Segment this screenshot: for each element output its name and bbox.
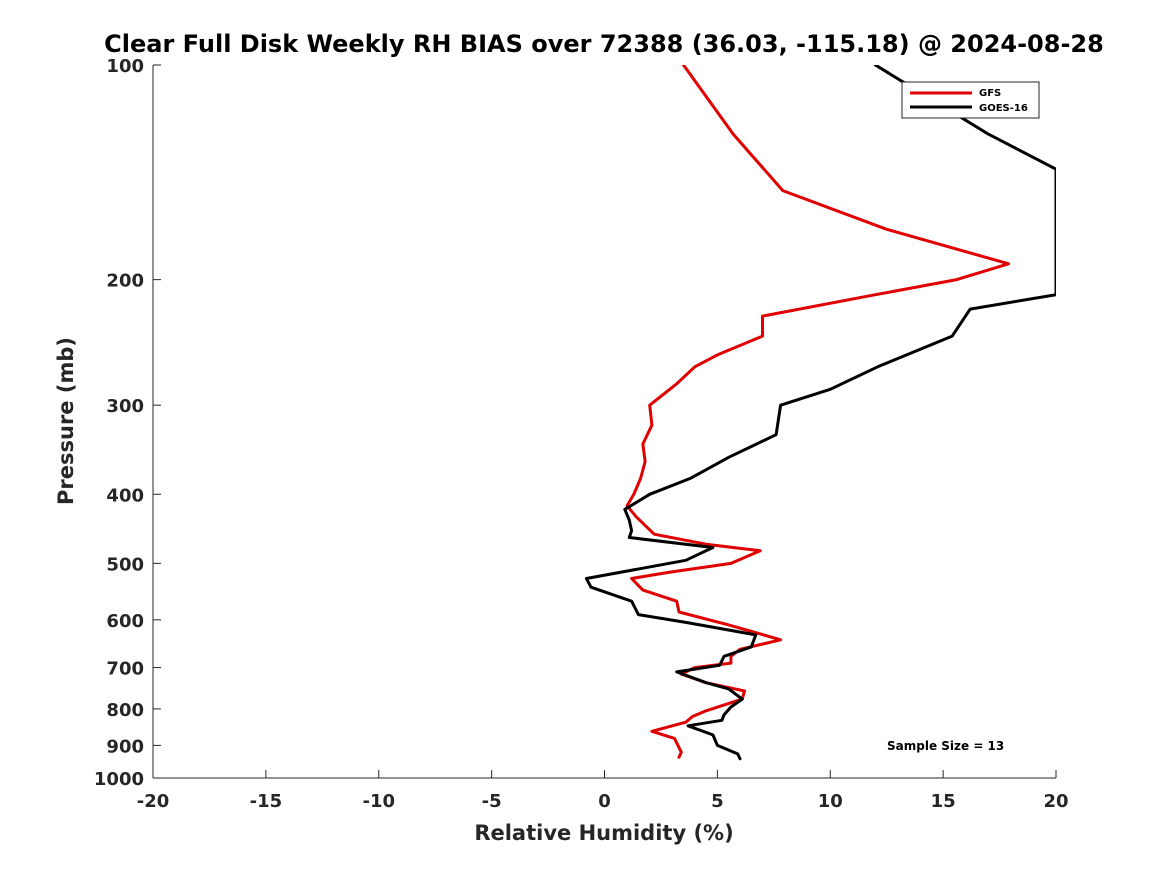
y-tick-label: 100 bbox=[106, 56, 144, 77]
series-line-gfs bbox=[625, 65, 1011, 759]
x-axis-label: Relative Humidity (%) bbox=[474, 821, 733, 845]
legend-label-gfs: GFS bbox=[979, 88, 1001, 99]
x-axis-ticks: -20 -15 -10 -5 0 5 10 15 20 bbox=[137, 770, 1069, 812]
x-tick-label: 10 bbox=[818, 791, 843, 812]
x-tick-label: -5 bbox=[482, 791, 502, 812]
x-tick-label: 5 bbox=[711, 791, 724, 812]
x-tick-label: 20 bbox=[1043, 791, 1068, 812]
legend-box bbox=[901, 81, 1040, 119]
y-tick-label: 900 bbox=[106, 736, 144, 757]
y-tick-label: 500 bbox=[106, 554, 144, 575]
series-line-goes-16 bbox=[584, 65, 1056, 761]
x-tick-label: 0 bbox=[598, 791, 611, 812]
chart-title: Clear Full Disk Weekly RH BIAS over 7238… bbox=[104, 30, 1104, 58]
y-tick-label: 200 bbox=[106, 271, 144, 292]
y-tick-label: 400 bbox=[106, 485, 144, 506]
series-lines bbox=[584, 65, 1056, 761]
legend: GFS GOES-16 bbox=[901, 81, 1040, 119]
y-tick-label: 1000 bbox=[94, 769, 144, 790]
y-axis-ticks: 100 200 300 400 500 600 700 800 900 1000 bbox=[94, 56, 161, 790]
y-tick-label: 700 bbox=[106, 659, 144, 680]
y-tick-label: 600 bbox=[106, 611, 144, 632]
x-tick-label: -10 bbox=[362, 791, 395, 812]
x-tick-label: -15 bbox=[250, 791, 283, 812]
y-axis-label: Pressure (mb) bbox=[54, 337, 78, 505]
sample-size-annotation: Sample Size = 13 bbox=[887, 739, 1004, 753]
legend-label-goes16: GOES-16 bbox=[979, 103, 1028, 114]
x-tick-label: 15 bbox=[931, 791, 956, 812]
y-tick-label: 800 bbox=[106, 700, 144, 721]
x-tick-label: -20 bbox=[137, 791, 170, 812]
y-tick-label: 300 bbox=[106, 396, 144, 417]
